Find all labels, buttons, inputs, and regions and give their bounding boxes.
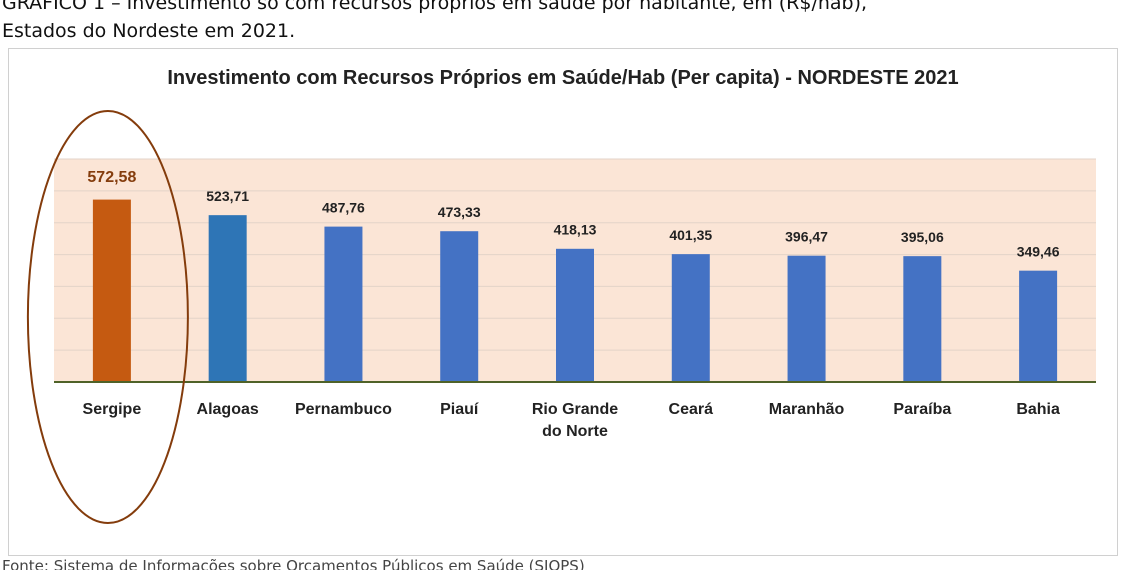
value-label: 395,06 [901,229,944,245]
bar [440,231,479,382]
bar [208,215,247,382]
x-tick-label: Paraíba [893,401,952,418]
value-label: 473,33 [438,204,481,220]
value-label: 523,71 [206,188,249,204]
highlight-ellipse [26,110,189,524]
bar [903,256,942,382]
chart-canvas: 572,58 523,71 487,76 473,33 418,13 401,35 396,… [26,110,1096,524]
chart-title: Investimento com Recursos Próprios em Sa… [167,67,959,89]
x-tick-label: Maranhão [768,401,845,418]
bar [787,255,826,382]
value-label: 572,58 [87,169,136,186]
value-label: 401,35 [669,227,712,243]
value-label: 487,76 [322,199,365,215]
bar [556,248,594,382]
x-tick-label: Bahia [1016,401,1060,418]
chart: Investimento com Recursos Próprios em Sa… [8,48,1118,556]
caption-line: Estados do Nordeste em 2021. [2,20,296,42]
x-tick-label: Ceará [668,401,713,418]
x-tick-label: Piauí [440,401,479,418]
caption-line: GRÁFICO 1 – Investimento só com recursos… [2,0,868,14]
x-tick-label: Alagoas [196,401,259,418]
bar [324,226,363,382]
x-tick-label: Pernambuco [294,401,392,418]
bar [1019,270,1058,382]
x-tick-label: Sergipe [82,401,142,418]
value-label: 349,46 [1017,243,1060,259]
source-note: Fonte: Sistema de Informações sobre Orça… [2,557,585,570]
bar [92,199,131,382]
value-label: 396,47 [785,228,828,244]
value-label: 418,13 [554,221,597,237]
x-tick-label: Rio Grande do Norte [531,401,619,440]
bar [671,254,710,382]
